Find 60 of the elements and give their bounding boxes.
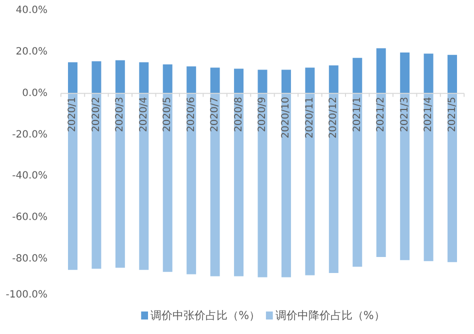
bar [162,64,172,94]
y-tick-label: -100.0% [6,290,48,300]
bar [92,93,102,269]
x-tick-label: 2021/3 [399,96,410,132]
bar [448,93,458,262]
y-tick-label: -60.0% [12,212,48,224]
bar [115,60,125,94]
x-tick-label: 2020/8 [233,96,244,132]
bar [281,70,291,94]
bar [328,65,338,94]
bar [258,70,268,94]
x-tick-label: 2020/9 [257,96,268,132]
bar [234,93,244,276]
bar [68,62,78,94]
x-tick-label: 2020/12 [328,96,340,138]
bar [305,68,315,94]
bar [115,93,125,268]
bar [352,58,362,94]
bar [328,93,338,273]
bar [234,68,244,94]
bar [305,93,315,276]
legend-label: 调价中降价占比（%） [275,309,385,322]
y-tick-label: -20.0% [12,129,48,140]
y-tick-label: 40.0% [16,5,48,16]
x-tick-label: 2020/11 [304,96,316,138]
bar [448,54,458,94]
y-tick-label: -40.0% [12,170,48,182]
legend-label: 调价中张价占比（%） [150,309,260,322]
x-tick-label: 2020/5 [162,96,174,132]
y-tick-label: -80.0% [12,254,48,265]
x-tick-label: 2021/4 [423,96,434,132]
bar [139,93,149,270]
bar [281,93,291,278]
bar [352,93,362,267]
bar [376,48,386,94]
bar [210,68,220,94]
bar [186,66,196,94]
bar [139,62,149,94]
bar [424,93,434,262]
y-tick-label: 0.0% [22,88,48,99]
x-tick-label: 2020/7 [210,96,221,132]
bar [162,93,172,272]
x-tick-label: 2020/6 [186,96,197,132]
bar [376,93,386,257]
x-tick-label: 2020/10 [280,96,292,138]
x-tick-label: 2020/1 [67,96,78,132]
bar [424,54,434,94]
x-tick-label: 2021/5 [446,96,458,132]
x-tick-label: 2020/3 [114,96,126,132]
x-tick-label: 2021/1 [352,96,363,132]
bar [186,93,196,274]
y-tick-label: 20.0% [16,46,48,58]
bar [400,93,410,260]
x-tick-label: 2021/2 [376,96,387,132]
x-tick-label: 2020/4 [138,96,150,132]
bar [92,61,102,94]
bar [400,52,410,94]
bar [68,93,78,270]
bar [210,93,220,276]
x-tick-label: 2020/2 [90,96,102,132]
